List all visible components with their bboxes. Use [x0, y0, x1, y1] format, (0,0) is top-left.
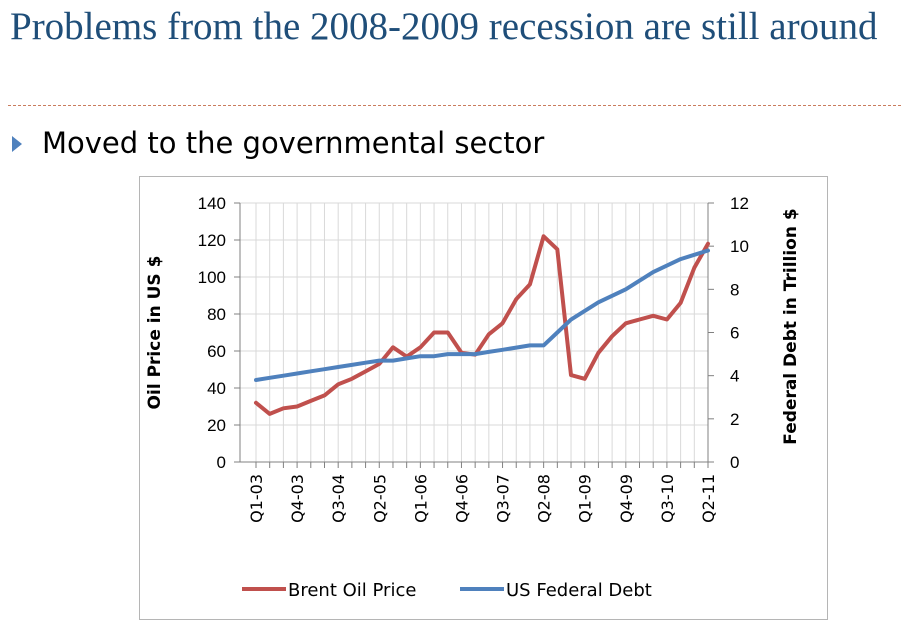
- x-axis-tick-label: Q4-09: [617, 474, 636, 523]
- left-axis-tick-label: 140: [198, 194, 226, 213]
- x-axis-tick-label: Q4-03: [288, 474, 307, 523]
- x-axis-tick-label: Q3-10: [658, 474, 677, 523]
- x-axis-tick-label: Q3-04: [329, 474, 348, 523]
- left-axis-tick-label: 60: [207, 342, 226, 361]
- dual-axis-line-chart: 0 20 40 60 80 100 120 140 0 2 4 6 8 10 12 Q1-03 Q4-03 Q3-…: [145, 194, 801, 601]
- x-axis-tick-label: Q1-09: [576, 474, 595, 523]
- legend-label: Brent Oil Price: [288, 580, 416, 601]
- right-axis-tick-label: 10: [730, 237, 749, 256]
- x-axis-tick-label: Q1-03: [247, 474, 266, 523]
- x-axis-tick-label: Q1-06: [411, 474, 430, 523]
- plot-area: [240, 203, 708, 462]
- left-axis-tick-label: 80: [207, 305, 226, 324]
- oil-price-series-line: [254, 234, 710, 416]
- x-axis-tick-label: Q4-06: [452, 474, 471, 523]
- slide-title: Problems from the 2008-2009 recession ar…: [10, 5, 878, 48]
- title-divider: [8, 105, 901, 106]
- x-axis-tick-label: Q2-11: [699, 474, 718, 523]
- right-axis-tick-label: 4: [730, 367, 739, 386]
- right-axis-tick-label: 2: [730, 410, 739, 429]
- left-axis-tick-label: 100: [198, 268, 226, 287]
- right-axis-tick-label: 0: [730, 453, 739, 472]
- bullet-text: Moved to the governmental sector: [42, 126, 545, 160]
- right-axis-tick-label: 8: [730, 280, 739, 299]
- left-axis-tick-label: 120: [198, 231, 226, 250]
- triangle-bullet-icon: [12, 136, 22, 152]
- x-axis-tick-label: Q2-08: [535, 474, 554, 523]
- left-axis-title: Oil Price in US $: [145, 256, 165, 410]
- federal-debt-series-line: [254, 248, 710, 382]
- left-axis-tick-label: 40: [207, 379, 226, 398]
- left-axis-tick-label: 0: [217, 453, 226, 472]
- x-axis-tick-label: Q3-07: [494, 474, 513, 523]
- legend-label: US Federal Debt: [506, 580, 652, 601]
- left-axis-tick-label: 20: [207, 416, 226, 435]
- bullet-item: Moved to the governmental sector: [12, 125, 544, 161]
- right-axis-tick-label: 6: [730, 324, 739, 343]
- x-axis-tick-label: Q2-05: [370, 474, 389, 523]
- right-axis-tick-label: 12: [730, 194, 749, 213]
- right-axis-title: Federal Debt in Trillion $: [781, 208, 801, 444]
- chart-container: 0 20 40 60 80 100 120 140 0 2 4 6 8 10 12 Q1-03 Q4-03 Q3-…: [139, 176, 828, 620]
